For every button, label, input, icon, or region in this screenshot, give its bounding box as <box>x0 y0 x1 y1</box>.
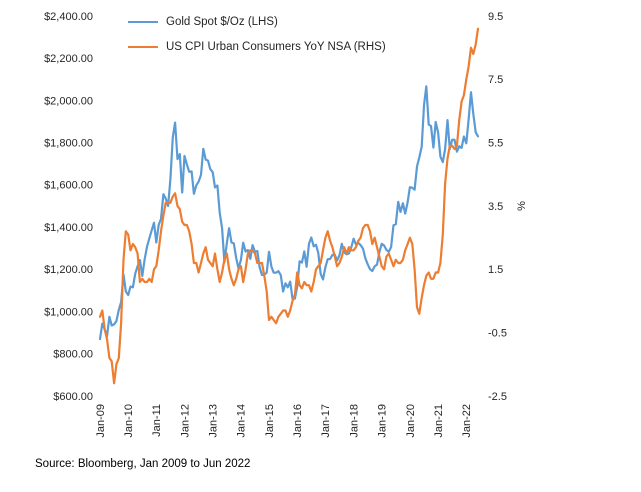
left-axis-tick-label: $1,400.00 <box>44 222 93 234</box>
legend-label-cpi: US CPI Urban Consumers YoY NSA (RHS) <box>166 41 386 53</box>
legend-label-gold: Gold Spot $/Oz (LHS) <box>166 16 278 28</box>
legend-item-cpi: US CPI Urban Consumers YoY NSA (RHS) <box>128 41 386 53</box>
x-axis-tick-label: Jan-14 <box>236 404 248 438</box>
x-axis-tick-label: Jan-16 <box>292 404 304 438</box>
x-axis-tick-label: Jan-17 <box>320 404 332 438</box>
right-axis-title: % <box>516 201 528 211</box>
x-axis-tick-label: Jan-20 <box>405 404 417 438</box>
right-axis-tick-label: 7.5 <box>488 74 503 86</box>
right-axis-tick-label: 5.5 <box>488 138 503 150</box>
left-axis-tick-label: $800.00 <box>53 349 93 361</box>
x-axis-tick-label: Jan-09 <box>95 404 107 438</box>
gold-series-line <box>98 85 480 341</box>
x-axis-tick-label: Jan-22 <box>461 404 473 438</box>
left-axis-tick-label: $600.00 <box>53 391 93 403</box>
left-axis-tick-label: $2,200.00 <box>44 53 93 65</box>
source-note: Source: Bloomberg, Jan 2009 to Jun 2022 <box>35 458 251 470</box>
left-axis-tick-label: $2,000.00 <box>44 95 93 107</box>
right-axis-tick-label: -2.5 <box>488 391 507 403</box>
right-axis-tick-label: 1.5 <box>488 264 503 276</box>
x-axis-tick-label: Jan-13 <box>208 404 220 438</box>
legend-item-gold: Gold Spot $/Oz (LHS) <box>128 16 386 28</box>
x-axis-tick-label: Jan-21 <box>433 404 445 438</box>
x-axis-tick-label: Jan-10 <box>123 404 135 438</box>
x-axis-tick-label: Jan-18 <box>348 404 360 438</box>
left-axis-tick-label: $1,200.00 <box>44 264 93 276</box>
right-axis-tick-label: 3.5 <box>488 201 503 213</box>
x-axis-tick-label: Jan-11 <box>151 404 163 437</box>
legend-swatch-gold <box>128 21 158 23</box>
right-axis-tick-label: -0.5 <box>488 328 507 340</box>
right-axis-tick-label: 9.5 <box>488 11 503 23</box>
left-axis-tick-label: $1,000.00 <box>44 306 93 318</box>
legend-swatch-cpi <box>128 46 158 48</box>
left-axis-tick-label: $1,800.00 <box>44 138 93 150</box>
chart-legend: Gold Spot $/Oz (LHS) US CPI Urban Consum… <box>128 16 386 53</box>
x-axis-tick-label: Jan-12 <box>179 404 191 438</box>
cpi-series-line <box>98 27 480 385</box>
x-axis-tick-label: Jan-15 <box>264 404 276 438</box>
left-axis-tick-label: $2,400.00 <box>44 11 93 23</box>
x-axis-tick-label: Jan-19 <box>377 404 389 438</box>
left-axis-tick-label: $1,600.00 <box>44 180 93 192</box>
